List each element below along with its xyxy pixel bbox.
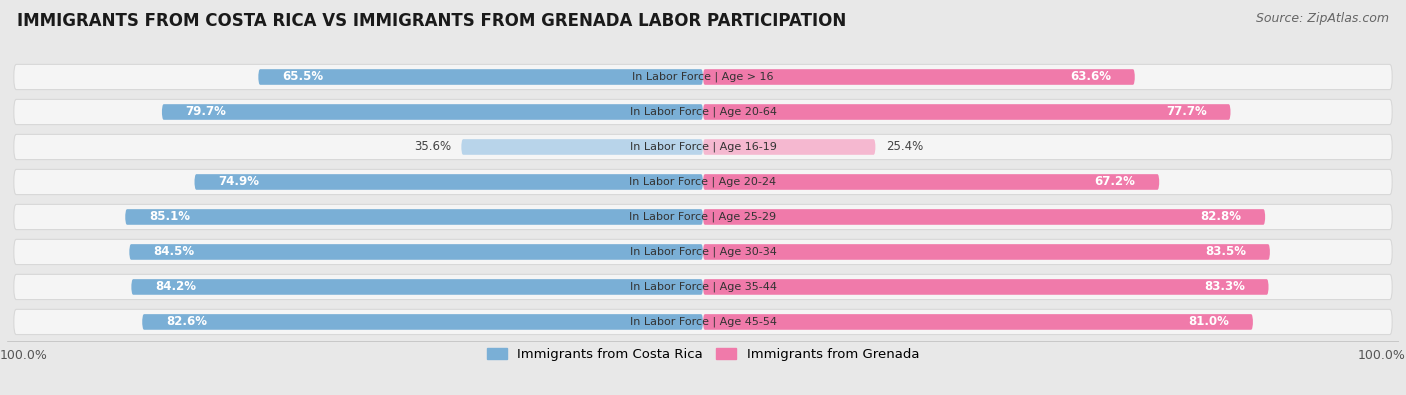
Text: 85.1%: 85.1% [149,211,190,224]
FancyBboxPatch shape [703,174,1160,190]
Text: In Labor Force | Age 45-54: In Labor Force | Age 45-54 [630,317,776,327]
FancyBboxPatch shape [14,239,1392,265]
FancyBboxPatch shape [162,104,703,120]
Text: 84.5%: 84.5% [153,245,194,258]
FancyBboxPatch shape [129,244,703,260]
FancyBboxPatch shape [703,139,876,155]
Text: 79.7%: 79.7% [186,105,226,118]
FancyBboxPatch shape [14,275,1392,299]
Text: IMMIGRANTS FROM COSTA RICA VS IMMIGRANTS FROM GRENADA LABOR PARTICIPATION: IMMIGRANTS FROM COSTA RICA VS IMMIGRANTS… [17,12,846,30]
FancyBboxPatch shape [14,134,1392,160]
Text: 84.2%: 84.2% [155,280,195,293]
Text: 65.5%: 65.5% [283,70,323,83]
FancyBboxPatch shape [125,209,703,225]
Text: 74.9%: 74.9% [218,175,259,188]
Text: Source: ZipAtlas.com: Source: ZipAtlas.com [1256,12,1389,25]
FancyBboxPatch shape [14,169,1392,195]
Text: 82.8%: 82.8% [1201,211,1241,224]
FancyBboxPatch shape [14,100,1392,124]
FancyBboxPatch shape [142,314,703,330]
Text: In Labor Force | Age 35-44: In Labor Force | Age 35-44 [630,282,776,292]
FancyBboxPatch shape [259,69,703,85]
FancyBboxPatch shape [703,104,1230,120]
Text: In Labor Force | Age 20-24: In Labor Force | Age 20-24 [630,177,776,187]
FancyBboxPatch shape [14,204,1392,229]
Text: In Labor Force | Age 16-19: In Labor Force | Age 16-19 [630,142,776,152]
FancyBboxPatch shape [703,279,1268,295]
FancyBboxPatch shape [461,139,703,155]
Legend: Immigrants from Costa Rica, Immigrants from Grenada: Immigrants from Costa Rica, Immigrants f… [482,343,924,367]
Text: In Labor Force | Age 20-64: In Labor Force | Age 20-64 [630,107,776,117]
Text: In Labor Force | Age > 16: In Labor Force | Age > 16 [633,72,773,82]
FancyBboxPatch shape [131,279,703,295]
Text: In Labor Force | Age 30-34: In Labor Force | Age 30-34 [630,247,776,257]
FancyBboxPatch shape [14,309,1392,335]
Text: In Labor Force | Age 25-29: In Labor Force | Age 25-29 [630,212,776,222]
Text: 83.5%: 83.5% [1205,245,1246,258]
FancyBboxPatch shape [703,69,1135,85]
FancyBboxPatch shape [194,174,703,190]
FancyBboxPatch shape [14,64,1392,90]
Text: 82.6%: 82.6% [166,316,207,329]
Text: 81.0%: 81.0% [1188,316,1229,329]
Text: 67.2%: 67.2% [1095,175,1136,188]
Text: 77.7%: 77.7% [1166,105,1206,118]
Text: 25.4%: 25.4% [886,141,922,154]
FancyBboxPatch shape [703,244,1270,260]
Text: 63.6%: 63.6% [1070,70,1111,83]
FancyBboxPatch shape [703,209,1265,225]
Text: 35.6%: 35.6% [413,141,451,154]
Text: 83.3%: 83.3% [1204,280,1244,293]
FancyBboxPatch shape [703,314,1253,330]
